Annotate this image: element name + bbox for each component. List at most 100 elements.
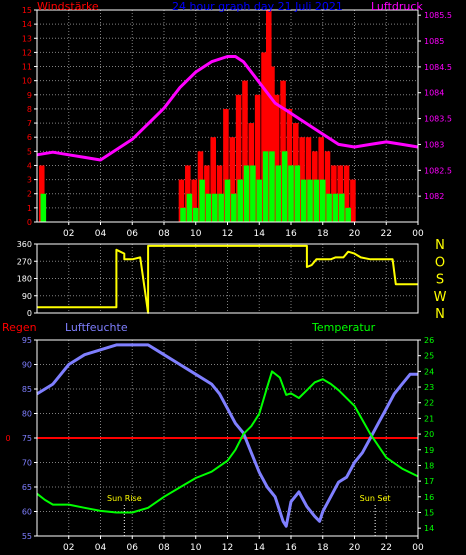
- gust-bar: [261, 52, 267, 223]
- temperature-tick-label: 14: [424, 524, 434, 533]
- panel3-x-tick-label: 16: [285, 543, 297, 553]
- wind-bar: [269, 151, 275, 222]
- wind-bar: [237, 179, 243, 222]
- panel1-x-tick-label: 20: [349, 229, 361, 239]
- gust-bar: [229, 137, 236, 222]
- panel2-frame: [36, 243, 419, 314]
- humidity-tick-label: 90: [22, 361, 32, 370]
- temperature-tick-label: 21: [424, 414, 434, 423]
- wind-bar: [313, 179, 320, 222]
- wind-speed-tick-label: 5: [27, 147, 32, 156]
- humidity-line: [36, 343, 418, 528]
- gust-bar: [254, 94, 261, 222]
- wind-speed-tick-label: 6: [27, 133, 32, 142]
- gust-bar: [235, 94, 242, 222]
- wind-bar: [243, 165, 250, 222]
- wind-bar: [326, 193, 332, 222]
- wind-bar: [186, 193, 193, 222]
- gust-bar: [269, 66, 275, 223]
- temperature-tick-label: 18: [424, 461, 434, 470]
- panel3-x-tick-label: 00: [412, 543, 424, 553]
- panel1-x-tick-label: 22: [381, 229, 392, 239]
- temperature-label: Temperatur: [312, 321, 376, 334]
- wind-bar: [307, 179, 313, 222]
- wind-bar: [294, 165, 301, 222]
- sun-event-label: Sun Set: [360, 494, 391, 503]
- humidity-tick-label: 55: [22, 532, 32, 541]
- pressure-label: Luftdruck: [371, 0, 423, 13]
- temperature-tick-label: 22: [424, 399, 434, 408]
- wind-speed-tick-label: 4: [27, 161, 32, 170]
- wind-bar: [40, 193, 47, 222]
- wind-speed-tick-label: 15: [22, 6, 32, 15]
- gust-bar: [178, 179, 185, 222]
- gust-bar: [265, 10, 272, 222]
- wind-bar: [205, 193, 212, 222]
- direction-tick-label: 180: [17, 275, 32, 284]
- humidity-tick-label: 80: [22, 410, 32, 419]
- temperature-line: [36, 370, 419, 514]
- temperature-tick-label: 23: [424, 383, 434, 392]
- wind-speed-tick-label: 7: [27, 119, 32, 128]
- panel1-x-tick-label: 00: [412, 229, 424, 239]
- wind-speed-tick-label: 2: [27, 190, 32, 199]
- humidity-tick-label: 95: [22, 336, 32, 345]
- direction-tick-label: 270: [17, 257, 32, 266]
- humidity-label: Luftfeuchte: [65, 321, 128, 334]
- panel3-x-tick-label: 02: [63, 543, 74, 553]
- wind-speed-tick-label: 10: [22, 77, 32, 86]
- wind-bar: [300, 179, 307, 222]
- gust-bar: [223, 108, 229, 222]
- temperature-tick-label: 25: [424, 352, 434, 361]
- gust-bar: [191, 179, 197, 222]
- panel1-x-tick-label: 18: [317, 229, 329, 239]
- gust-bar: [273, 94, 280, 222]
- pressure-line: [36, 55, 419, 162]
- wind-speed-tick-label: 0: [27, 218, 32, 227]
- gust-bar: [242, 80, 248, 223]
- pressure-tick-label: 1082.5: [424, 166, 452, 175]
- wind-bar: [224, 179, 231, 222]
- gust-bar: [350, 179, 356, 222]
- wind-bar: [180, 207, 186, 222]
- panel3-x-tick-label: 10: [190, 543, 202, 553]
- compass-label: O: [435, 255, 445, 270]
- humidity-tick-label: 70: [22, 459, 32, 468]
- wind-bar: [231, 193, 237, 222]
- wind-bar: [256, 179, 263, 222]
- direction-tick-label: 90: [22, 292, 32, 301]
- wind-bar: [281, 151, 288, 222]
- panel1-x-tick-label: 16: [285, 229, 297, 239]
- panel1-x-tick-label: 08: [158, 229, 170, 239]
- chart-title: 24 hour graph day 21 Juli 2021: [172, 0, 343, 13]
- temperature-tick-label: 16: [424, 493, 434, 502]
- panel3-x-tick-label: 22: [381, 543, 392, 553]
- wind-speed-tick-label: 9: [27, 91, 32, 100]
- panel1-x-tick-label: 10: [190, 229, 202, 239]
- temperature-tick-label: 15: [424, 508, 434, 517]
- wind-speed-tick-label: 14: [22, 20, 32, 29]
- rain-tick-label: 0: [5, 434, 10, 443]
- compass-label: N: [435, 238, 445, 253]
- pressure-tick-label: 1083: [424, 140, 444, 149]
- panel3-x-tick-label: 20: [349, 543, 361, 553]
- wind-bar: [288, 165, 294, 222]
- panel3-x-tick-label: 12: [222, 543, 233, 553]
- wind-bar: [212, 193, 218, 222]
- direction-tick-label: 360: [17, 240, 32, 249]
- humidity-tick-label: 65: [22, 483, 32, 492]
- pressure-tick-label: 1083.5: [424, 115, 452, 124]
- wind-bar: [199, 179, 205, 222]
- wind-bar: [345, 207, 351, 222]
- humidity-tick-label: 75: [22, 434, 32, 443]
- wind-bar: [339, 193, 345, 222]
- panel3-x-tick-label: 08: [158, 543, 170, 553]
- temperature-tick-label: 24: [424, 367, 434, 376]
- wind-bar: [192, 207, 199, 222]
- wind-bar: [275, 165, 282, 222]
- wind-speed-tick-label: 8: [27, 105, 32, 114]
- panel1-x-tick-label: 14: [254, 229, 266, 239]
- sun-event-label: Sun Rise: [107, 494, 142, 503]
- gust-bar: [324, 151, 331, 222]
- wind-speed-tick-label: 1: [27, 204, 32, 213]
